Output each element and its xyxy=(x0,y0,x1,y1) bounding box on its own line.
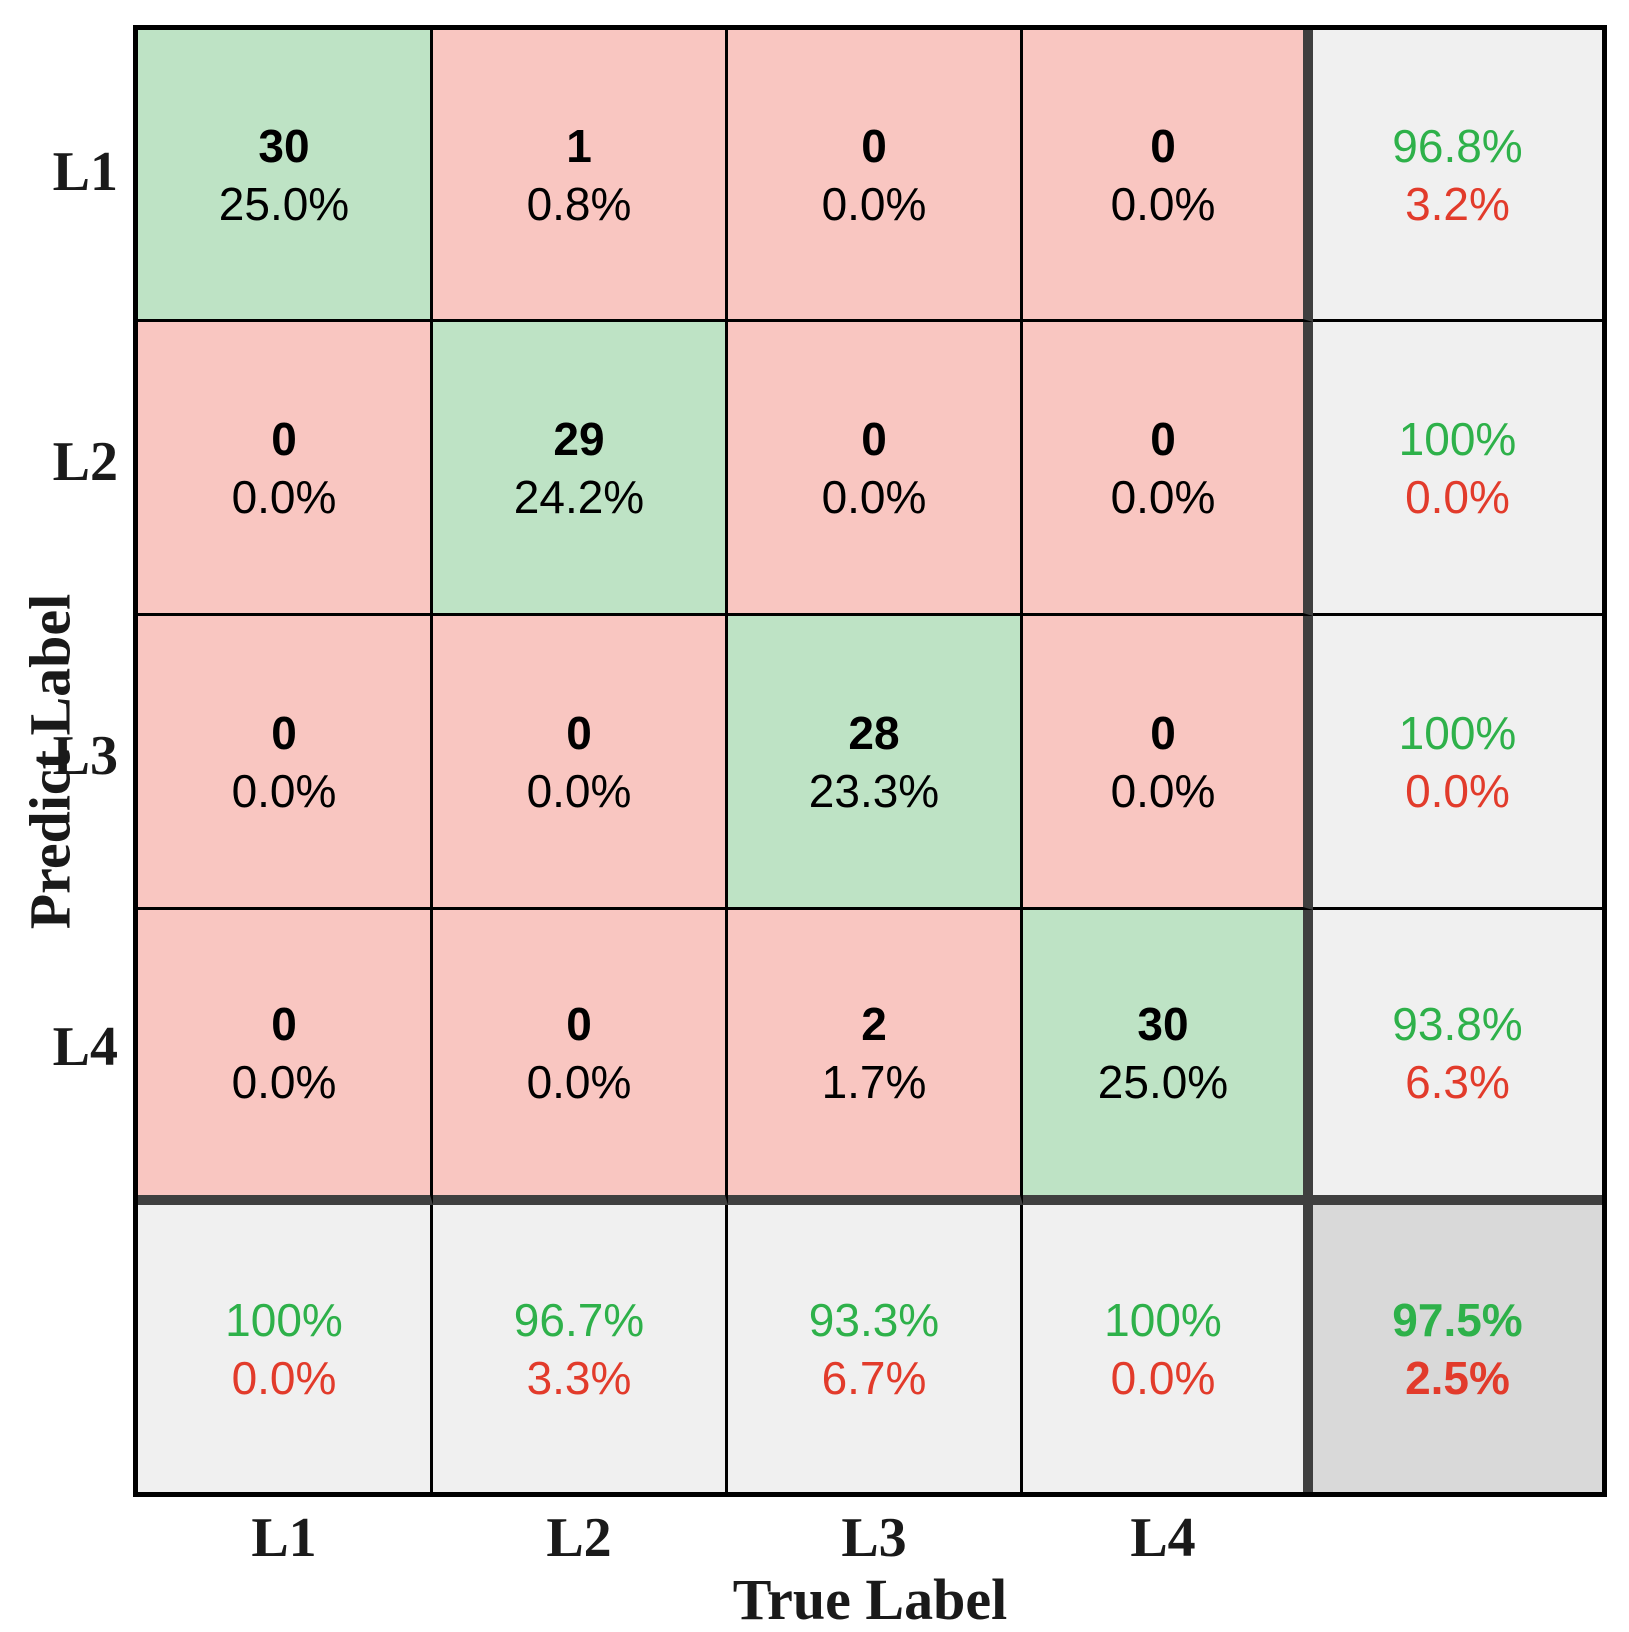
cell-percent: 0.0% xyxy=(526,764,632,817)
matrix-grid: 30 25.0% 1 0.8% 0 0.0% 0 0.0% 96.8% 3.2%… xyxy=(133,25,1607,1497)
row-summary-L1: 96.8% 3.2% xyxy=(1313,30,1602,322)
matrix-cell-pred-L2-true-L3: 0 0.0% xyxy=(728,322,1023,616)
col-recall: 93.3% xyxy=(808,1293,940,1346)
cell-count: 0 xyxy=(271,706,297,759)
cell-percent: 0.0% xyxy=(1110,470,1216,523)
y-tick-L4: L4 xyxy=(52,1016,118,1078)
cell-count: 0 xyxy=(271,412,297,465)
y-tick-L3: L3 xyxy=(52,725,118,787)
matrix-cell-pred-L3-true-L1: 0 0.0% xyxy=(138,616,433,910)
col-recall: 96.7% xyxy=(513,1293,645,1346)
cell-count: 0 xyxy=(1150,412,1176,465)
row-precision: 93.8% xyxy=(1392,997,1523,1050)
cell-percent: 0.0% xyxy=(1110,177,1216,230)
cell-count: 0 xyxy=(1150,706,1176,759)
cell-count: 30 xyxy=(258,119,310,172)
row-error: 3.2% xyxy=(1405,177,1510,230)
cell-count: 29 xyxy=(553,412,605,465)
cell-percent: 23.3% xyxy=(808,764,940,817)
matrix-cell-pred-L4-true-L1: 0 0.0% xyxy=(138,910,433,1205)
matrix-cell-pred-L2-true-L2: 29 24.2% xyxy=(433,322,728,616)
cell-count: 0 xyxy=(271,997,297,1050)
col-recall: 100% xyxy=(1104,1293,1222,1346)
cell-percent: 0.0% xyxy=(821,470,927,523)
x-axis-title: True Label xyxy=(732,1567,1008,1632)
matrix-cell-pred-L3-true-L4: 0 0.0% xyxy=(1023,616,1313,910)
matrix-cell-pred-L1-true-L2: 1 0.8% xyxy=(433,30,728,322)
col-summary-L2: 96.7% 3.3% xyxy=(433,1205,728,1492)
cell-count: 28 xyxy=(848,706,900,759)
y-tick-L2: L2 xyxy=(52,431,118,493)
col-error: 3.3% xyxy=(526,1351,632,1404)
row-summary-L2: 100% 0.0% xyxy=(1313,322,1602,616)
matrix-cell-pred-L1-true-L4: 0 0.0% xyxy=(1023,30,1313,322)
col-error: 0.0% xyxy=(1110,1351,1216,1404)
overall-error: 2.5% xyxy=(1405,1351,1510,1404)
overall-accuracy-cell: 97.5% 2.5% xyxy=(1313,1205,1602,1492)
x-tick-L3: L3 xyxy=(841,1507,907,1569)
cell-count: 0 xyxy=(566,997,592,1050)
y-tick-L1: L1 xyxy=(52,141,118,203)
row-precision: 96.8% xyxy=(1392,119,1523,172)
col-error: 0.0% xyxy=(231,1351,337,1404)
matrix-cell-pred-L3-true-L2: 0 0.0% xyxy=(433,616,728,910)
cell-percent: 0.0% xyxy=(821,177,927,230)
cell-percent: 25.0% xyxy=(1097,1055,1229,1108)
row-error: 0.0% xyxy=(1405,470,1510,523)
matrix-cell-pred-L1-true-L1: 30 25.0% xyxy=(138,30,433,322)
cell-count: 0 xyxy=(566,706,592,759)
cell-percent: 0.0% xyxy=(231,1055,337,1108)
row-error: 6.3% xyxy=(1405,1055,1510,1108)
row-error: 0.0% xyxy=(1405,764,1510,817)
cell-count: 30 xyxy=(1137,997,1189,1050)
row-summary-L4: 93.8% 6.3% xyxy=(1313,910,1602,1205)
x-tick-L1: L1 xyxy=(251,1507,317,1569)
cell-percent: 0.0% xyxy=(231,470,337,523)
x-tick-L2: L2 xyxy=(546,1507,612,1569)
cell-count: 2 xyxy=(861,997,887,1050)
cell-percent: 0.0% xyxy=(526,1055,632,1108)
matrix-cell-pred-L4-true-L4: 30 25.0% xyxy=(1023,910,1313,1205)
col-summary-L3: 93.3% 6.7% xyxy=(728,1205,1023,1492)
cell-percent: 0.0% xyxy=(231,764,337,817)
matrix-cell-pred-L4-true-L3: 2 1.7% xyxy=(728,910,1023,1205)
overall-accuracy: 97.5% xyxy=(1392,1293,1523,1346)
col-recall: 100% xyxy=(225,1293,343,1346)
cell-count: 0 xyxy=(861,119,887,172)
cell-count: 0 xyxy=(1150,119,1176,172)
matrix-cell-pred-L1-true-L3: 0 0.0% xyxy=(728,30,1023,322)
matrix-cell-pred-L2-true-L1: 0 0.0% xyxy=(138,322,433,616)
cell-percent: 0.0% xyxy=(1110,764,1216,817)
row-precision: 100% xyxy=(1398,706,1517,759)
col-error: 6.7% xyxy=(821,1351,927,1404)
row-summary-L3: 100% 0.0% xyxy=(1313,616,1602,910)
x-tick-L4: L4 xyxy=(1130,1507,1196,1569)
cell-percent: 0.8% xyxy=(526,177,632,230)
cell-count: 0 xyxy=(861,412,887,465)
matrix-cell-pred-L2-true-L4: 0 0.0% xyxy=(1023,322,1313,616)
matrix-cell-pred-L4-true-L2: 0 0.0% xyxy=(433,910,728,1205)
cell-percent: 24.2% xyxy=(513,470,645,523)
matrix-cell-pred-L3-true-L3: 28 23.3% xyxy=(728,616,1023,910)
col-summary-L4: 100% 0.0% xyxy=(1023,1205,1313,1492)
cell-count: 1 xyxy=(566,119,592,172)
cell-percent: 1.7% xyxy=(821,1055,927,1108)
col-summary-L1: 100% 0.0% xyxy=(138,1205,433,1492)
row-precision: 100% xyxy=(1398,412,1517,465)
cell-percent: 25.0% xyxy=(218,177,350,230)
